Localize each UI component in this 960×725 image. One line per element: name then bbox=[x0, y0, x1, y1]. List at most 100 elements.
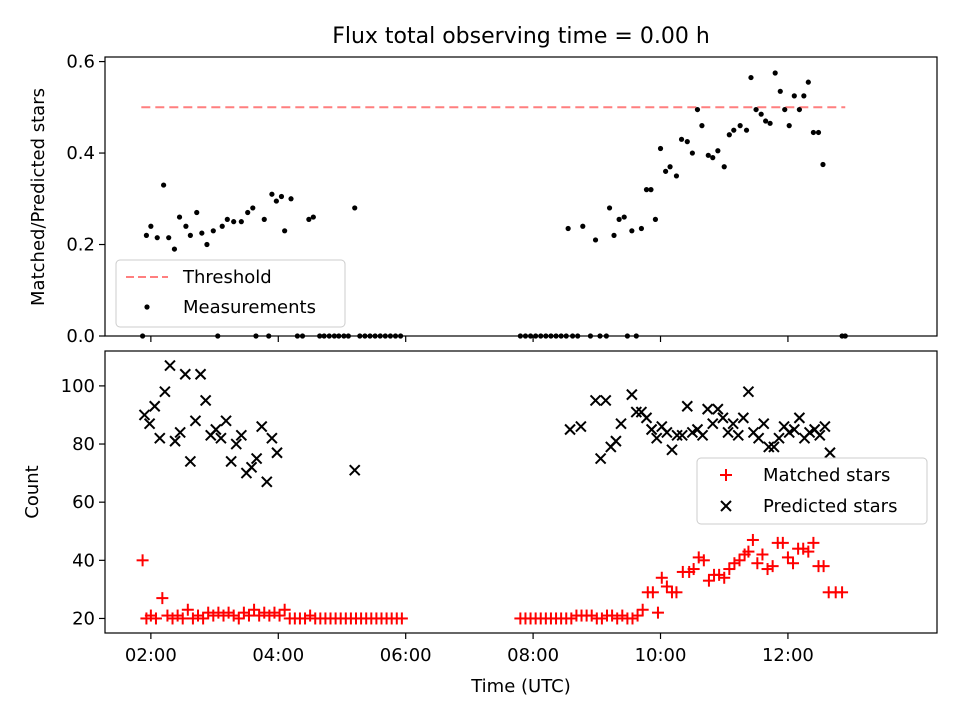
measurement-point bbox=[782, 106, 788, 113]
measurement-point bbox=[629, 228, 635, 234]
legend-matched-swatch bbox=[720, 469, 732, 481]
predicted-star-point bbox=[737, 412, 750, 424]
measurement-point bbox=[657, 145, 664, 152]
measurement-point bbox=[587, 333, 594, 339]
matched-star-point bbox=[723, 563, 736, 576]
measurement-point bbox=[317, 333, 323, 339]
matched-star-point bbox=[149, 612, 162, 625]
bottom-y-tick-label: 80 bbox=[72, 434, 95, 455]
predicted-star-point bbox=[245, 461, 258, 473]
measurement-point bbox=[694, 106, 701, 113]
matched-star-point bbox=[756, 548, 769, 561]
measurement-point bbox=[522, 333, 529, 339]
measurement-point bbox=[663, 168, 669, 174]
predicted-star-point bbox=[174, 426, 186, 439]
matched-star-point bbox=[197, 612, 210, 625]
x-tick-label: 12:00 bbox=[762, 645, 814, 666]
measurement-point bbox=[377, 333, 383, 339]
predicted-star-point bbox=[256, 420, 268, 433]
matched-star-point bbox=[611, 612, 624, 625]
measurement-point bbox=[737, 123, 743, 129]
measurement-point bbox=[592, 237, 599, 243]
measurement-point bbox=[667, 164, 673, 170]
predicted-star-point bbox=[164, 359, 176, 372]
predicted-star-point bbox=[824, 447, 836, 459]
bottom-y-axis-label: Count bbox=[22, 465, 43, 518]
bottom-y-axis: 20 40 60 80 100 bbox=[61, 376, 105, 629]
matched-star-point bbox=[651, 606, 664, 619]
matched-star-point bbox=[136, 554, 149, 567]
matched-star-point bbox=[248, 603, 261, 616]
x-axis-label: Time (UTC) bbox=[470, 676, 571, 697]
top-y-tick-label: 0.6 bbox=[66, 52, 95, 73]
measurement-point bbox=[791, 93, 797, 99]
predicted-star-point bbox=[712, 403, 724, 415]
matched-star-point bbox=[202, 606, 215, 619]
measurement-point bbox=[176, 214, 183, 220]
measurement-point bbox=[219, 223, 225, 229]
measurement-point bbox=[367, 333, 373, 339]
predicted-star-point bbox=[758, 417, 770, 430]
measurement-point bbox=[673, 173, 680, 179]
measurement-point bbox=[621, 214, 627, 220]
measurement-point bbox=[266, 333, 272, 339]
legend-predicted-label: Predicted stars bbox=[763, 496, 897, 517]
measurement-point bbox=[171, 246, 178, 252]
measurement-point bbox=[606, 205, 613, 211]
bottom-panel: 20 40 60 80 100 02:00 04:00 06:00 08:00 10:00 12:… bbox=[22, 350, 938, 697]
measurement-point bbox=[273, 198, 279, 204]
matched-star-point bbox=[636, 603, 649, 616]
predicted-star-point bbox=[184, 455, 197, 468]
predicted-star-point bbox=[640, 412, 653, 424]
matched-star-point bbox=[273, 609, 286, 622]
matched-star-point bbox=[631, 609, 644, 622]
matched-star-point bbox=[626, 612, 639, 625]
matched-star-point bbox=[742, 545, 755, 558]
measurement-point bbox=[699, 123, 705, 129]
predicted-star-point bbox=[819, 420, 831, 433]
measurement-point bbox=[352, 205, 358, 211]
predicted-star-point bbox=[189, 415, 202, 427]
top-y-tick-label: 0.2 bbox=[66, 235, 95, 256]
predicted-star-point bbox=[589, 394, 602, 407]
predicted-star-point bbox=[717, 412, 729, 424]
matched-star-point bbox=[585, 609, 598, 622]
measurement-point bbox=[341, 333, 347, 339]
matched-star-point bbox=[746, 533, 759, 546]
predicted-star-point bbox=[138, 409, 151, 421]
measurement-point bbox=[805, 79, 811, 85]
predicted-star-point bbox=[661, 426, 673, 439]
legend-threshold-label: Threshold bbox=[182, 267, 272, 288]
x-tick-label: 04:00 bbox=[252, 645, 304, 666]
predicted-star-point bbox=[814, 429, 826, 442]
bottom-x-axis: 02:00 04:00 06:00 08:00 10:00 12:00 bbox=[125, 633, 814, 666]
matched-star-point bbox=[697, 554, 710, 567]
matched-star-point bbox=[702, 574, 715, 587]
measurement-point bbox=[250, 205, 256, 211]
predicted-star-point bbox=[645, 423, 658, 436]
matched-star-point bbox=[237, 606, 250, 619]
measurement-point bbox=[148, 223, 154, 229]
measurement-point bbox=[710, 155, 716, 161]
matched-star-point bbox=[751, 557, 764, 570]
top-y-axis: 0.0 0.2 0.4 0.6 bbox=[66, 52, 105, 347]
predicted-star-point bbox=[266, 432, 278, 444]
measurement-point bbox=[166, 235, 172, 241]
predicted-star-point bbox=[666, 444, 678, 456]
matched-star-point bbox=[171, 609, 184, 622]
matched-star-point bbox=[687, 563, 700, 576]
predicted-star-point bbox=[594, 452, 607, 465]
measurement-point bbox=[748, 74, 754, 81]
measurement-point bbox=[310, 214, 316, 220]
predicted-star-point bbox=[235, 429, 248, 442]
measurement-point bbox=[726, 132, 732, 138]
measurement-point bbox=[638, 225, 645, 232]
measurement-point bbox=[231, 219, 237, 225]
measurement-point bbox=[763, 118, 769, 124]
bottom-legend: Matched stars Predicted stars bbox=[696, 457, 928, 525]
measurement-point bbox=[238, 219, 244, 225]
predicted-star-point bbox=[600, 394, 612, 407]
predicted-star-point bbox=[215, 432, 227, 444]
predicted-star-point bbox=[650, 432, 663, 444]
